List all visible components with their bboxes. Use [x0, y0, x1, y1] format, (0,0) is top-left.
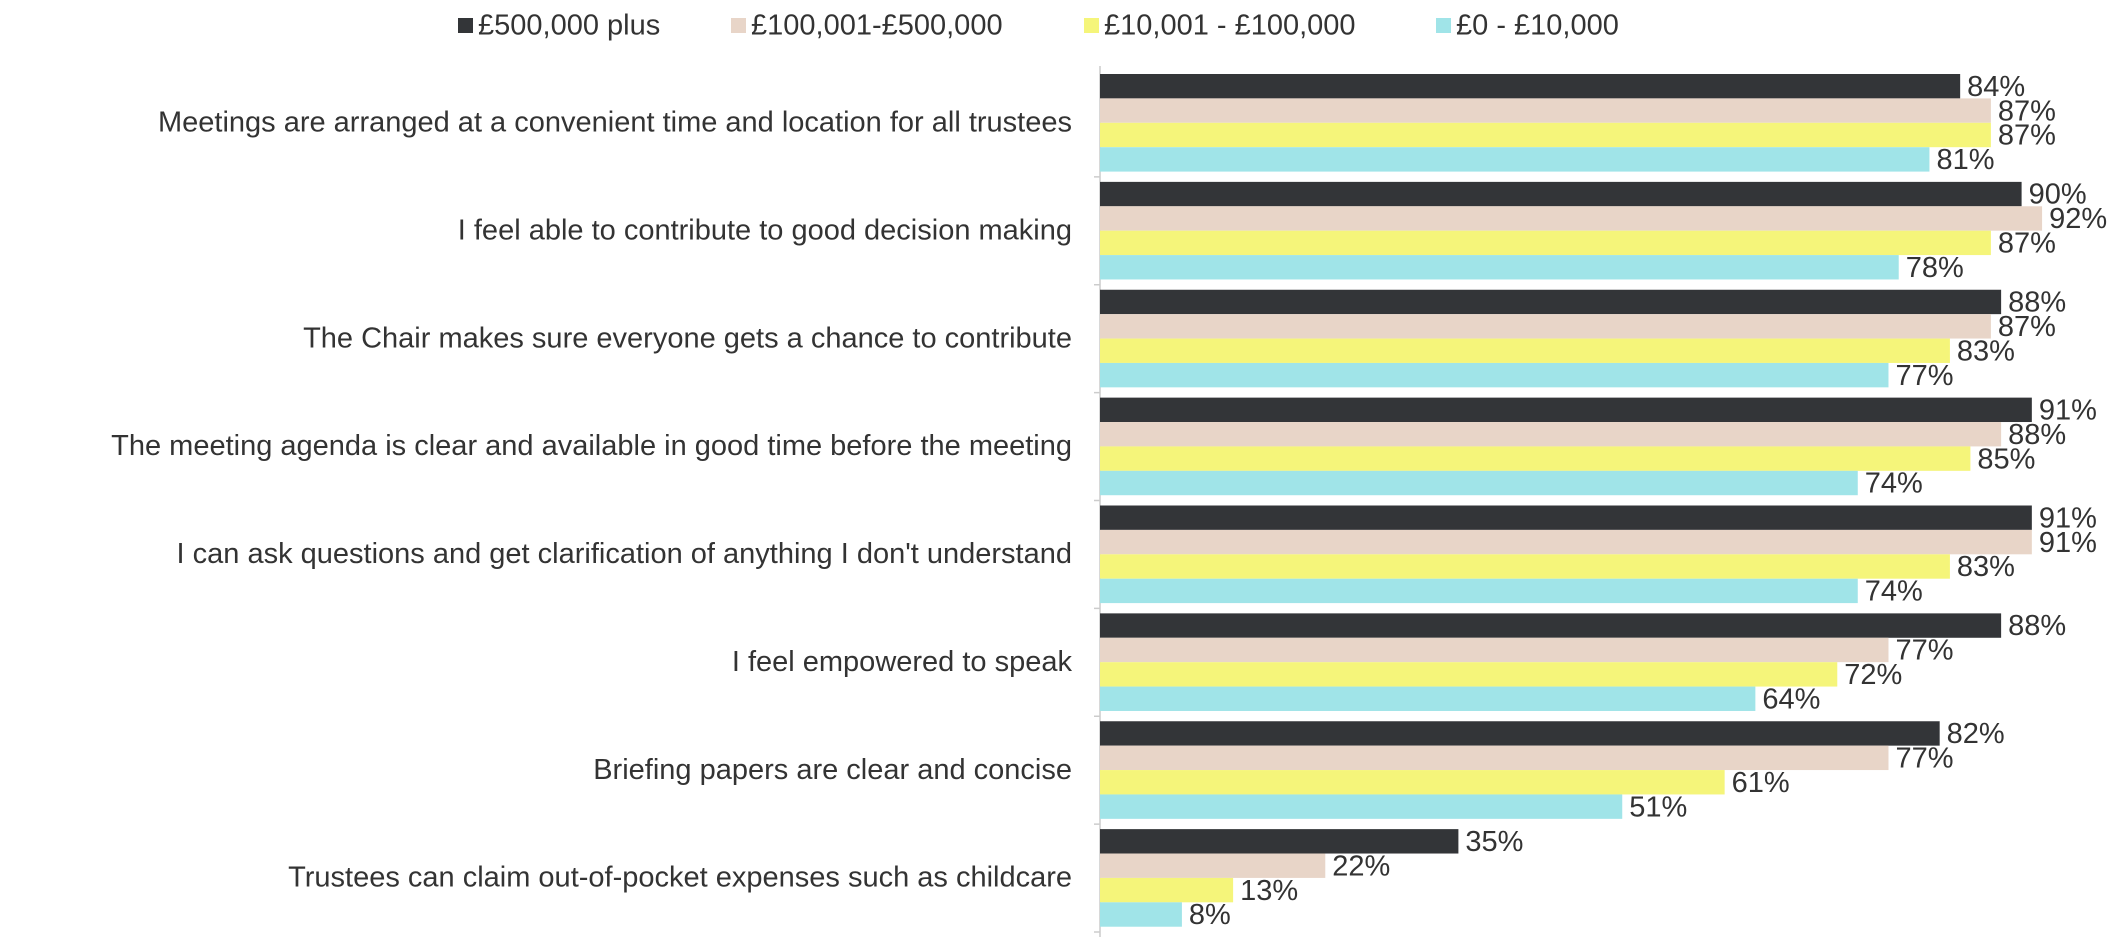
value-label: 91% — [2039, 502, 2097, 534]
value-label: 88% — [2008, 610, 2066, 642]
value-label: 22% — [1332, 850, 1390, 882]
value-label: 91% — [2039, 394, 2097, 426]
bar — [1100, 794, 1623, 819]
bar — [1100, 338, 1950, 363]
bar — [1100, 147, 1930, 172]
bar — [1100, 853, 1326, 878]
value-label: 92% — [2049, 203, 2107, 235]
category-label: Trustees can claim out-of-pocket expense… — [288, 862, 1072, 894]
value-label: 35% — [1465, 826, 1523, 858]
bar — [1100, 122, 1991, 148]
bar — [1100, 98, 1991, 123]
category-label: Meetings are arranged at a convenient ti… — [158, 107, 1072, 139]
legend-label: £10,001 - £100,000 — [1104, 10, 1356, 42]
category-label: The Chair makes sure everyone gets a cha… — [303, 322, 1072, 354]
value-label: 8% — [1189, 899, 1231, 931]
bar — [1100, 314, 1991, 339]
value-label: 77% — [1895, 743, 1953, 775]
legend-label: £500,000 plus — [478, 10, 660, 42]
value-label: 77% — [1895, 635, 1953, 667]
bar — [1100, 255, 1899, 280]
legend-swatch — [458, 18, 473, 33]
category-label: Briefing papers are clear and concise — [593, 754, 1072, 786]
bar — [1100, 397, 2032, 423]
category-label: The meeting agenda is clear and availabl… — [111, 430, 1072, 462]
legend-swatch — [1436, 18, 1451, 33]
value-label: 84% — [1967, 71, 2025, 103]
value-label: 90% — [2029, 179, 2087, 211]
value-label: 87% — [1998, 311, 2056, 343]
bar — [1100, 578, 1858, 604]
category-label: I can ask questions and get clarificatio… — [177, 538, 1072, 570]
legend-label: £0 - £10,000 — [1456, 10, 1619, 42]
bar — [1100, 902, 1182, 927]
value-label: 91% — [2039, 527, 2097, 559]
value-label: 87% — [1998, 228, 2056, 260]
bar — [1100, 74, 1961, 99]
bar — [1100, 721, 1940, 746]
bar — [1100, 230, 1991, 256]
value-label: 64% — [1762, 683, 1820, 715]
bar — [1100, 686, 1756, 711]
bar — [1100, 613, 2002, 638]
bar — [1100, 505, 2032, 530]
value-label: 83% — [1957, 335, 2015, 367]
legend-swatch — [1084, 18, 1099, 33]
value-label: 61% — [1732, 767, 1790, 799]
bar — [1100, 181, 2022, 207]
value-label: 87% — [1998, 95, 2056, 127]
bar — [1100, 877, 1234, 903]
value-label: 83% — [1957, 551, 2015, 583]
value-label: 88% — [2008, 287, 2066, 319]
bar — [1100, 470, 1858, 496]
bar — [1100, 446, 1971, 471]
category-label: I feel able to contribute to good decisi… — [458, 214, 1072, 246]
value-label: 74% — [1865, 576, 1923, 608]
legend-swatch — [731, 18, 746, 33]
legend-label: £100,001-£500,000 — [751, 10, 1003, 42]
bar — [1100, 554, 1950, 579]
value-label: 74% — [1865, 468, 1923, 500]
value-label: 81% — [1936, 144, 1994, 176]
value-label: 78% — [1906, 252, 1964, 284]
category-label: I feel empowered to speak — [732, 646, 1073, 678]
value-label: 13% — [1240, 875, 1298, 907]
bar — [1100, 289, 2002, 315]
bar — [1100, 637, 1889, 663]
bar — [1100, 206, 2043, 231]
value-label: 51% — [1629, 791, 1687, 823]
value-label: 82% — [1947, 718, 2005, 750]
bar — [1100, 829, 1459, 854]
bar — [1100, 422, 2002, 447]
value-label: 72% — [1844, 659, 1902, 691]
bar — [1100, 770, 1725, 795]
bar — [1100, 362, 1889, 388]
bar — [1100, 745, 1889, 771]
bar — [1100, 662, 1838, 687]
value-label: 77% — [1895, 360, 1953, 392]
value-label: 85% — [1977, 443, 2035, 475]
value-label: 87% — [1998, 120, 2056, 152]
value-label: 88% — [2008, 419, 2066, 451]
bar — [1100, 529, 2032, 555]
